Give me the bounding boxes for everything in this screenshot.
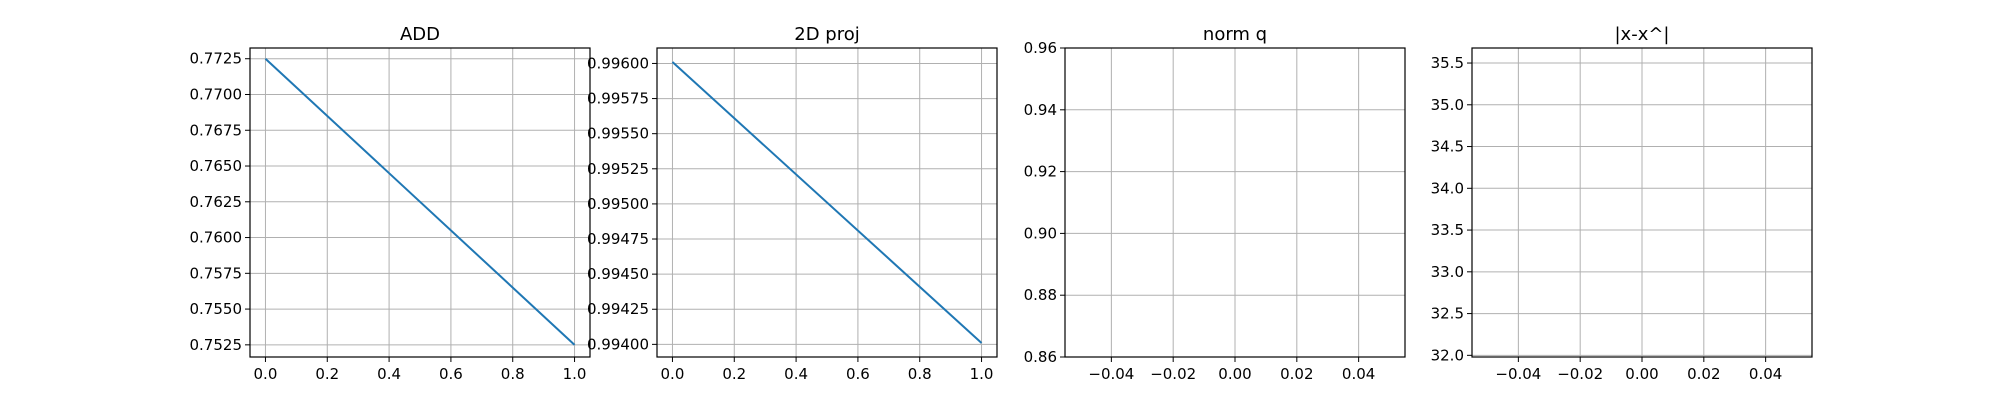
y-tick-label: 0.7575 [190,264,243,282]
panel-title: norm q [1203,24,1267,45]
y-tick-label: 35.5 [1431,54,1464,72]
y-tick-label: 34.5 [1431,138,1464,156]
y-tick-label: 0.92 [1024,163,1057,181]
panel-2d-proj: 2D proj 0.0 0.2 0.4 0.6 0.8 1.0 0.99400 0.99425… [587,24,998,383]
panel-abs-error: |x-x^| −0.04 −0.02 0.00 0.02 0.04 32.0 32.5 33.… [1431,24,1813,383]
y-tick-label: 0.99425 [587,300,649,318]
y-tick-label: 33.5 [1431,221,1464,239]
x-tick-label: 0.00 [1625,365,1658,383]
x-tick-label: 0.8 [908,365,932,383]
y-tick-label: 0.7625 [190,193,243,211]
x-tick-label: 0.8 [501,365,525,383]
series-line [671,61,983,344]
y-tick-label: 0.7600 [190,229,243,247]
y-tick-label: 0.96 [1024,39,1057,57]
y-tick-label: 0.7700 [190,85,243,103]
y-tick-label: 0.99525 [587,160,649,178]
panel-add: ADD 0.0 0.2 0.4 0.6 0.8 1.0 0.7525 0.7550 0.7575… [190,24,591,383]
y-tick-label: 0.7525 [190,336,243,354]
y-tick-label: 0.99475 [587,230,649,248]
y-tick-label: 0.7550 [190,300,243,318]
x-tick-label: 0.2 [315,365,339,383]
y-tick-label: 34.0 [1431,179,1464,197]
x-tick-label: 0.6 [846,365,870,383]
y-tick-label: 0.7675 [190,121,243,139]
x-tick-label: 0.2 [722,365,746,383]
y-tick-label: 0.94 [1024,101,1057,119]
x-tick-label: 0.6 [439,365,463,383]
series-line [264,57,576,346]
x-tick-label: −0.04 [1088,365,1134,383]
x-tick-label: 0.02 [1687,365,1720,383]
y-tick-label: 0.99500 [587,195,649,213]
x-tick-label: 0.04 [1342,365,1375,383]
x-tick-label: 1.0 [970,365,994,383]
y-tick-label: 35.0 [1431,96,1464,114]
y-tick-label: 32.5 [1431,305,1464,323]
y-tick-label: 32.0 [1431,346,1464,364]
y-tick-label: 0.90 [1024,224,1057,242]
panel-title: |x-x^| [1614,24,1669,45]
x-tick-label: −0.02 [1557,365,1603,383]
x-tick-label: 0.0 [661,365,685,383]
y-tick-label: 0.7725 [190,50,243,68]
x-tick-label: 0.4 [784,365,808,383]
y-tick-label: 33.0 [1431,263,1464,281]
axes-frame [249,47,591,358]
x-tick-label: 0.4 [377,365,401,383]
y-tick-label: 0.88 [1024,286,1057,304]
panel-title: 2D proj [794,24,859,45]
y-tick-label: 0.99550 [587,125,649,143]
y-tick-label: 0.99400 [587,335,649,353]
y-tick-label: 0.99575 [587,90,649,108]
x-tick-label: −0.02 [1150,365,1196,383]
panel-norm-q: norm q −0.04 −0.02 0.00 0.02 0.04 0.86 0.88 0.9… [1024,24,1406,383]
y-tick-label: 0.86 [1024,348,1057,366]
y-tick-label: 0.7650 [190,157,243,175]
panel-title: ADD [400,24,440,45]
x-tick-label: 1.0 [563,365,587,383]
y-tick-label: 0.99600 [587,54,649,72]
x-tick-label: 0.00 [1218,365,1251,383]
x-tick-label: 0.02 [1280,365,1313,383]
axes-frame [656,47,998,358]
x-tick-label: 0.04 [1749,365,1782,383]
x-tick-label: 0.0 [254,365,278,383]
y-tick-label: 0.99450 [587,265,649,283]
x-tick-label: −0.04 [1495,365,1541,383]
